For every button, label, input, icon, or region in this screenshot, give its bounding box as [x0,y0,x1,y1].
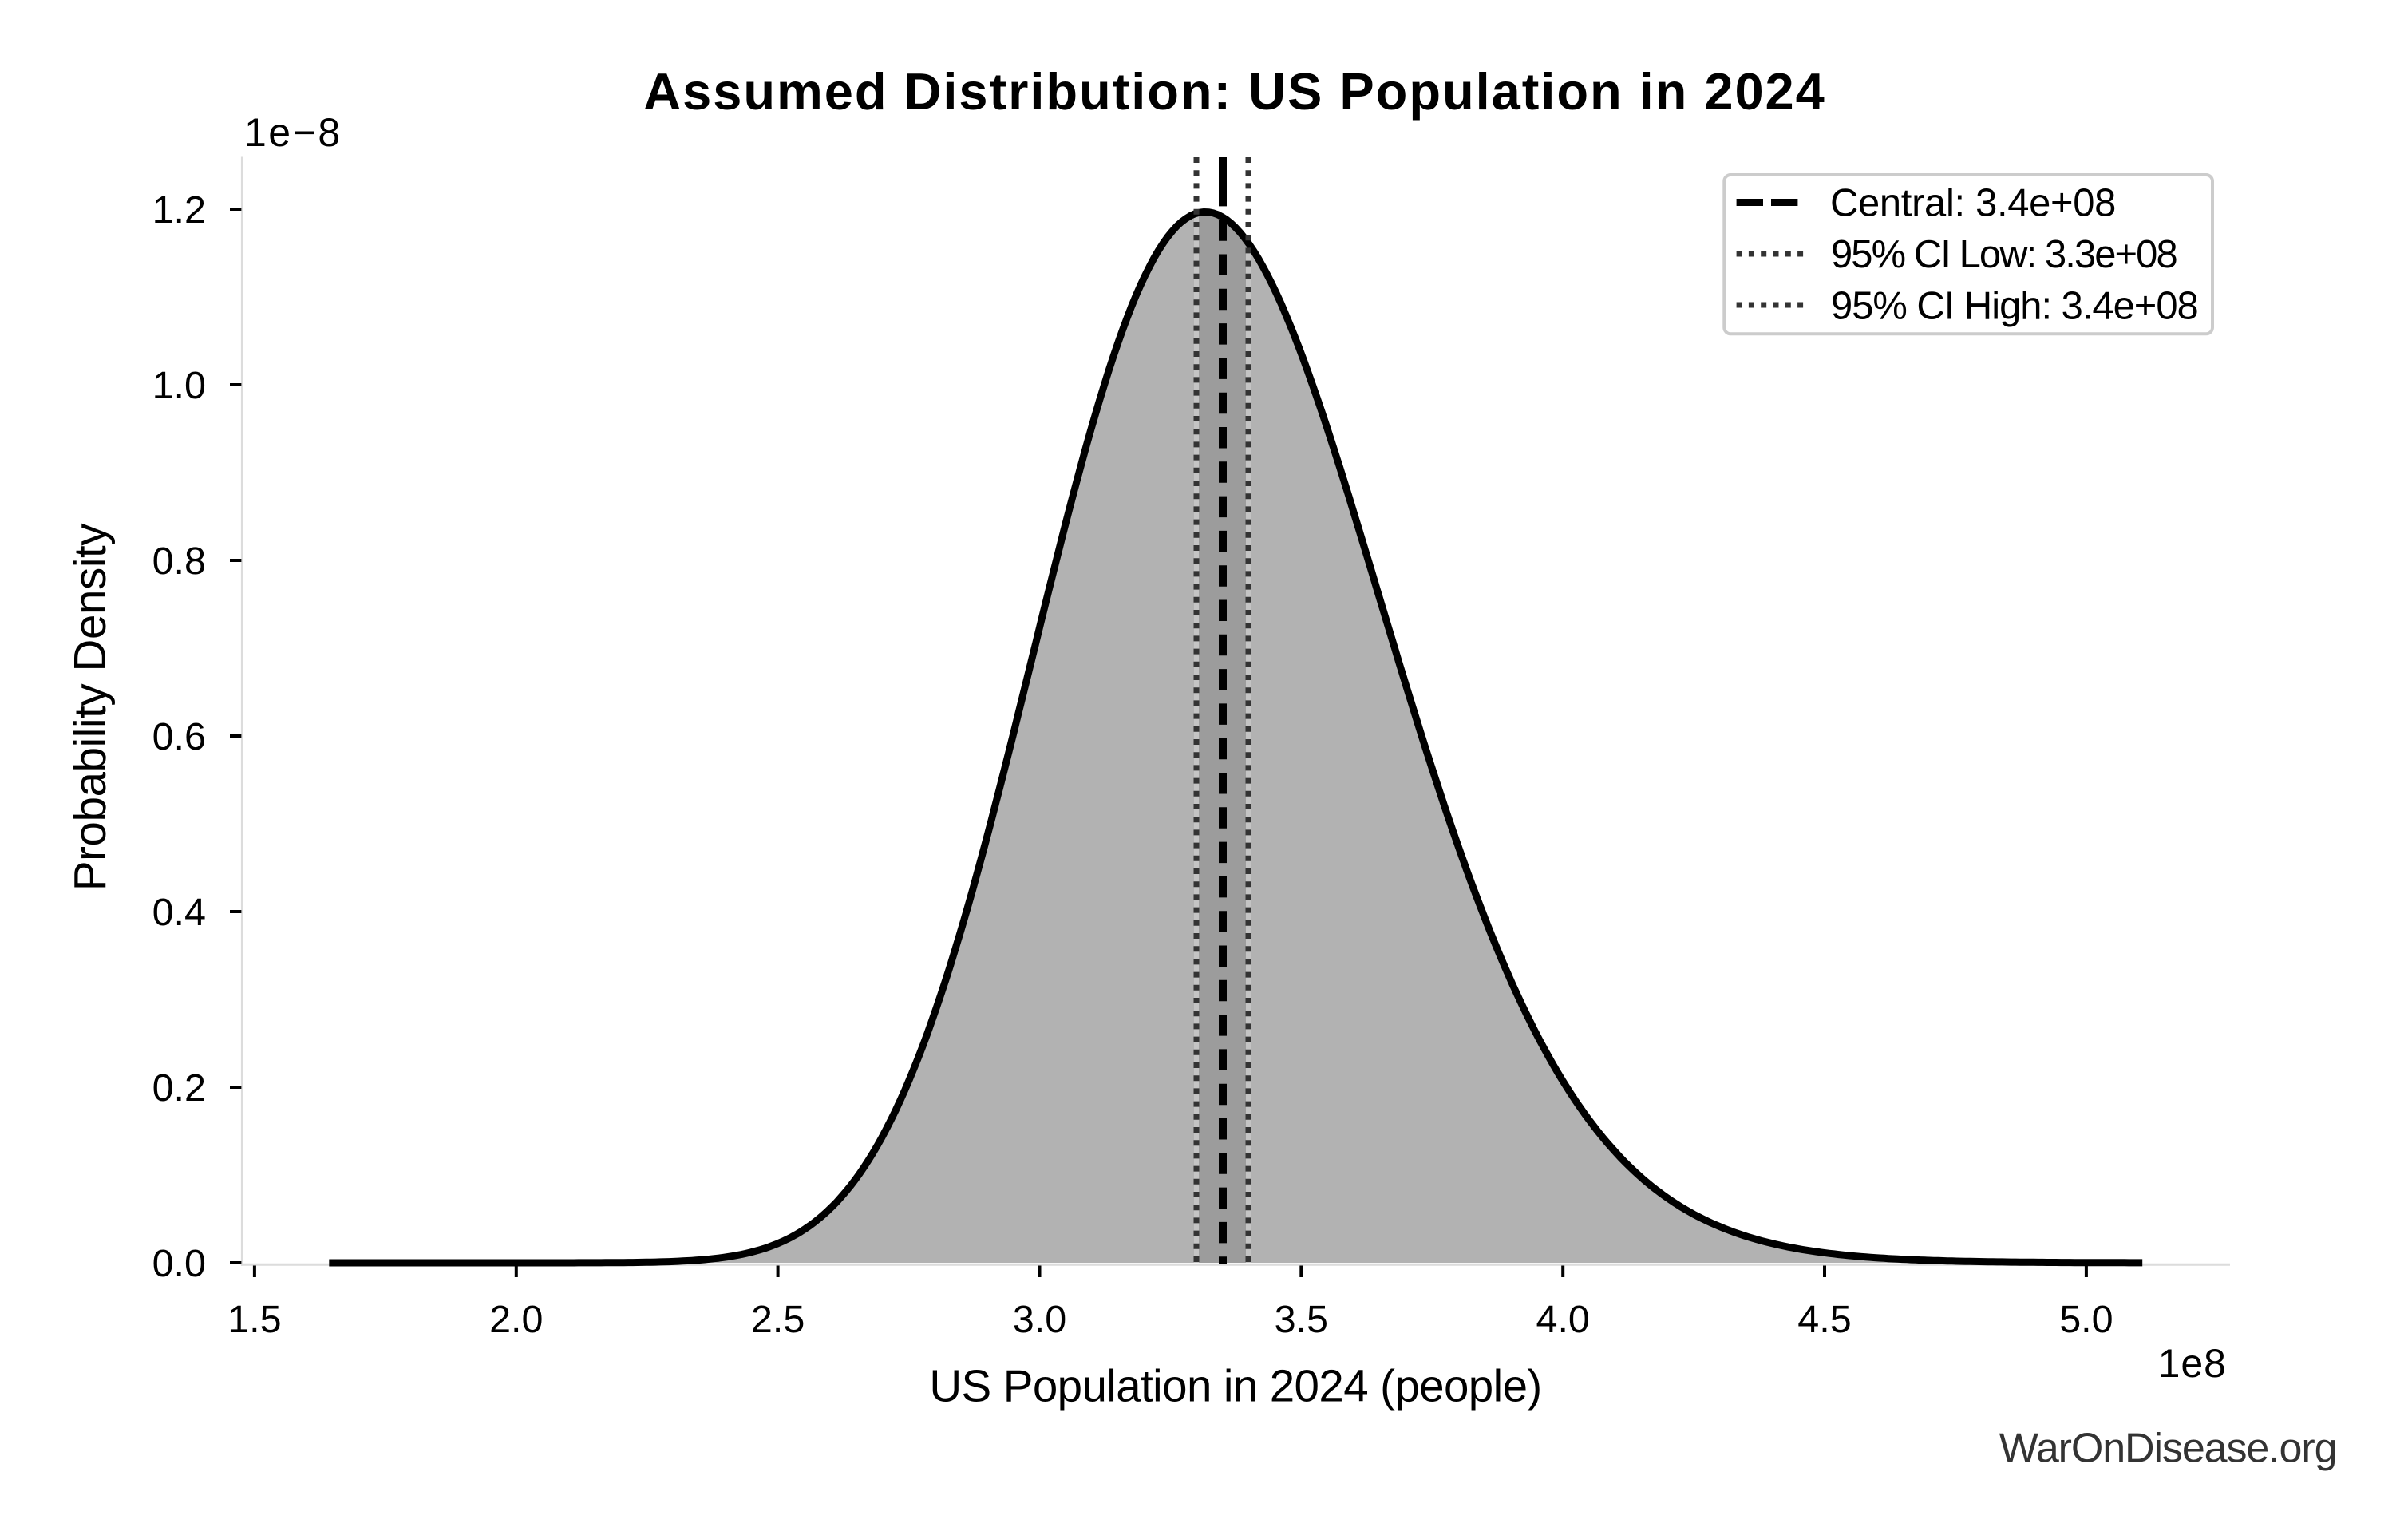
svg-text:2.5: 2.5 [751,1298,805,1341]
svg-text:2.0: 2.0 [489,1298,543,1341]
svg-text:5.0: 5.0 [2059,1298,2113,1341]
svg-text:1.2: 1.2 [152,188,206,231]
svg-text:4.5: 4.5 [1797,1298,1851,1341]
svg-text:0.6: 0.6 [152,715,206,758]
svg-text:0.2: 0.2 [152,1066,206,1110]
svg-text:Probability Density: Probability Density [65,523,115,891]
svg-text:0.8: 0.8 [152,540,206,583]
svg-text:3.0: 3.0 [1013,1298,1066,1341]
svg-text:95% CI Low: 3.3e+08: 95% CI Low: 3.3e+08 [1831,233,2177,276]
svg-text:Central: 3.4e+08: Central: 3.4e+08 [1830,182,2116,225]
svg-text:0.4: 0.4 [152,891,206,934]
svg-text:1.0: 1.0 [152,364,206,407]
svg-text:3.5: 3.5 [1275,1298,1328,1341]
svg-text:95% CI High: 3.4e+08: 95% CI High: 3.4e+08 [1831,284,2198,327]
svg-text:WarOnDisease.org: WarOnDisease.org [1999,1426,2337,1472]
svg-text:1e−8: 1e−8 [244,110,342,155]
svg-text:Assumed Distribution: US Popul: Assumed Distribution: US Population in 2… [643,62,1826,121]
svg-text:4.0: 4.0 [1536,1298,1589,1341]
svg-text:1.5: 1.5 [227,1298,281,1341]
svg-text:1e8: 1e8 [2158,1341,2227,1386]
svg-text:0.0: 0.0 [152,1242,206,1285]
svg-text:US Population in 2024 (people): US Population in 2024 (people) [929,1360,1541,1410]
